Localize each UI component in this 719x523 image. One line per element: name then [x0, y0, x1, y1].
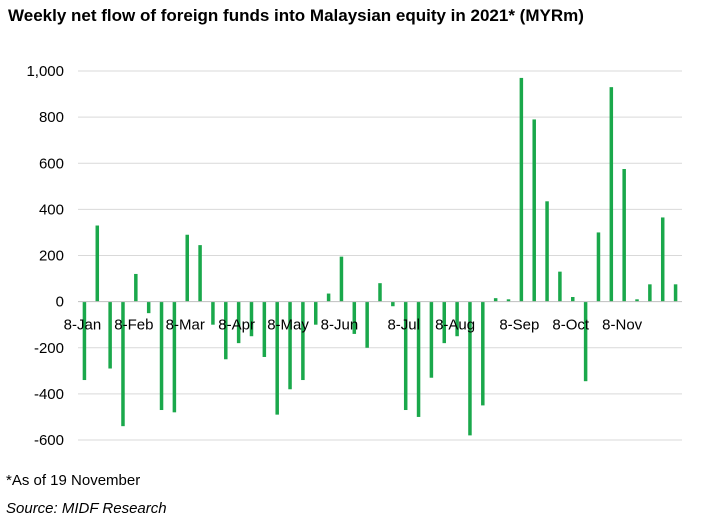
y-tick-label: 400	[39, 201, 64, 218]
y-tick-label: -600	[34, 432, 64, 449]
x-tick-label: 8-Jan	[64, 317, 102, 334]
bar	[609, 87, 614, 302]
source-note: Source: MIDF Research	[6, 500, 167, 517]
y-tick-label: 1,000	[26, 63, 64, 80]
bars	[82, 77, 678, 436]
bar	[301, 301, 305, 381]
bar	[648, 284, 652, 302]
x-tick-label: 8-Jun	[321, 317, 359, 334]
y-tick-label: 600	[39, 155, 64, 172]
bar-chart: 1,000 800 600 400 200 0 -200 -400 -600 8-Jan 8-Fe…	[26, 63, 682, 449]
bar	[288, 301, 292, 390]
bar	[660, 217, 665, 302]
bar	[378, 283, 382, 302]
bar	[468, 301, 472, 436]
bar	[673, 284, 678, 302]
bar	[262, 301, 267, 357]
bar	[95, 225, 100, 302]
x-tick-label: 8-Oct	[552, 317, 590, 334]
bar	[596, 232, 601, 302]
y-tick-label: 200	[39, 248, 64, 265]
x-tick-label: 8-May	[267, 317, 309, 334]
bar	[198, 245, 202, 302]
bar	[365, 301, 369, 348]
bar	[159, 301, 164, 411]
bar	[339, 256, 344, 302]
bar	[493, 298, 498, 302]
y-tick-label: -400	[34, 386, 64, 403]
bar	[532, 119, 536, 302]
bar	[391, 301, 395, 307]
footnote: *As of 19 November	[6, 472, 141, 489]
bar	[249, 301, 254, 337]
bar	[583, 301, 588, 382]
bar	[326, 293, 331, 302]
x-tick-label: 8-Jul	[387, 317, 420, 334]
x-tick-label: 8-Mar	[166, 317, 205, 334]
bar	[275, 301, 279, 415]
bar	[429, 301, 434, 378]
bar	[455, 301, 459, 337]
bar	[635, 299, 639, 302]
bar	[134, 273, 138, 302]
y-tick-label: 0	[56, 294, 64, 311]
bar	[416, 301, 421, 417]
x-tick-label: 8-Apr	[218, 317, 255, 334]
bar	[506, 299, 511, 302]
bar	[146, 301, 151, 314]
gridlines	[78, 70, 682, 441]
bar	[313, 301, 318, 325]
x-tick-label: 8-Sep	[499, 317, 539, 334]
y-tick-label: -200	[34, 340, 64, 357]
bar	[481, 301, 485, 406]
bar	[121, 301, 125, 427]
chart-title: Weekly net flow of foreign funds into Ma…	[8, 6, 584, 25]
bar	[352, 301, 357, 334]
y-tick-label: 800	[39, 109, 64, 126]
bar	[558, 271, 562, 302]
bar	[172, 301, 177, 413]
bar	[236, 301, 241, 344]
bar	[622, 169, 626, 302]
bar	[82, 301, 87, 381]
x-axis-tick-labels: 8-Jan 8-Feb 8-Mar 8-Apr 8-May 8-Jun 8-Jul 8-Aug…	[64, 317, 643, 334]
x-tick-label: 8-Nov	[602, 317, 643, 334]
bar	[519, 77, 524, 302]
bar	[571, 297, 575, 302]
x-tick-label: 8-Aug	[435, 317, 475, 334]
bar	[211, 301, 215, 325]
bar	[108, 301, 112, 369]
bar	[545, 201, 549, 302]
y-axis-tick-labels: 1,000 800 600 400 200 0 -200 -400 -600	[26, 63, 64, 449]
x-tick-label: 8-Feb	[114, 317, 153, 334]
bar	[442, 301, 447, 344]
bar	[224, 301, 228, 360]
bar	[403, 301, 408, 411]
bar	[185, 234, 189, 302]
